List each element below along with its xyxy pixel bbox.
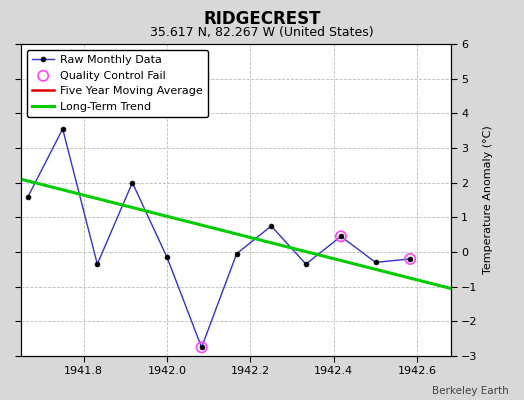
Text: 35.617 N, 82.267 W (United States): 35.617 N, 82.267 W (United States) [150, 26, 374, 39]
Raw Monthly Data [129, 180, 136, 185]
Quality Control Fail [337, 233, 345, 240]
Legend: Raw Monthly Data, Quality Control Fail, Five Year Moving Average, Long-Term Tren: Raw Monthly Data, Quality Control Fail, … [27, 50, 208, 117]
Raw Monthly Data [338, 234, 344, 239]
Raw Monthly Data [60, 126, 66, 131]
Raw Monthly Data [94, 262, 101, 266]
Raw Monthly Data [407, 256, 413, 261]
Raw Monthly Data [268, 224, 275, 228]
Quality Control Fail [406, 256, 414, 262]
Line: Raw Monthly Data: Raw Monthly Data [26, 126, 412, 350]
Quality Control Fail [198, 344, 206, 350]
Raw Monthly Data [25, 194, 31, 199]
Raw Monthly Data [199, 345, 205, 350]
Raw Monthly Data [234, 251, 240, 256]
Raw Monthly Data [164, 255, 170, 260]
Raw Monthly Data [303, 262, 309, 266]
Raw Monthly Data [373, 260, 379, 265]
Text: Berkeley Earth: Berkeley Earth [432, 386, 508, 396]
Y-axis label: Temperature Anomaly (°C): Temperature Anomaly (°C) [483, 126, 493, 274]
Text: RIDGECREST: RIDGECREST [203, 10, 321, 28]
